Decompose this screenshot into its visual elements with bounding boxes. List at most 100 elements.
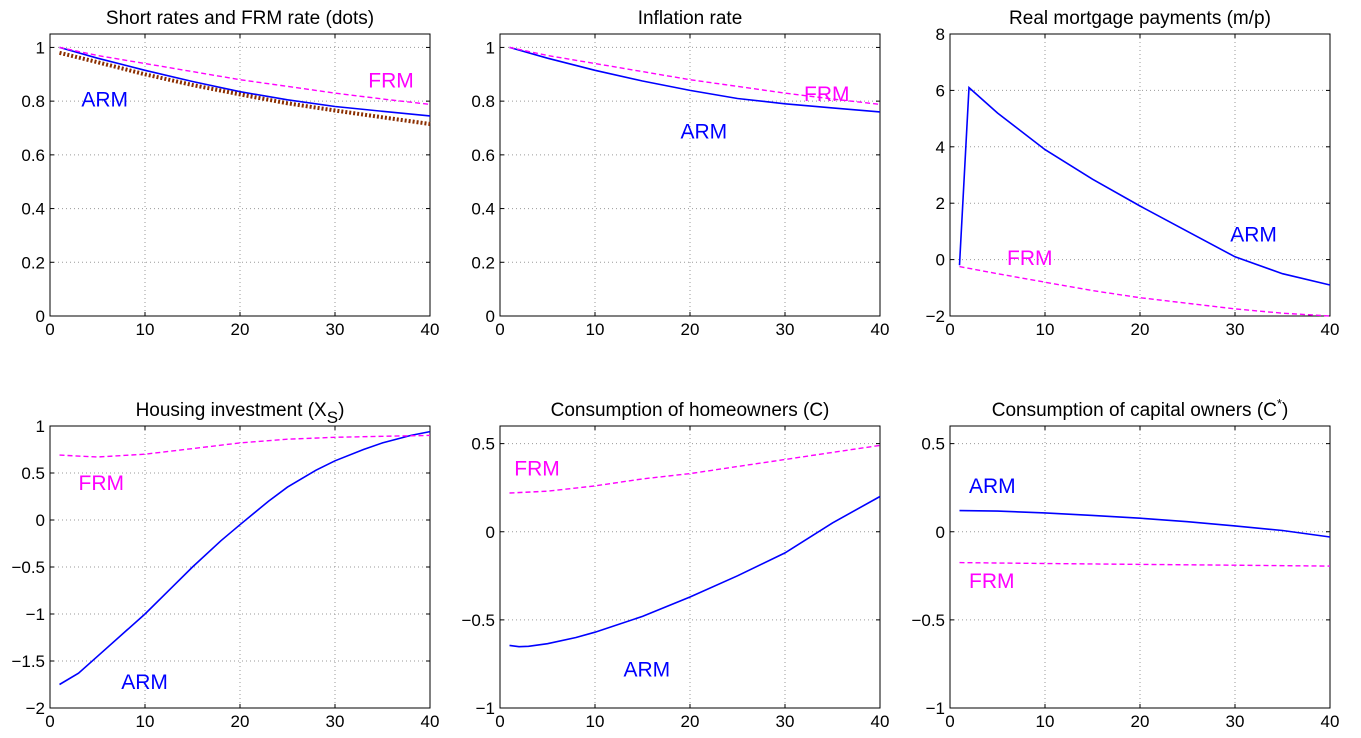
chart-title: Consumption of homeowners (C) <box>551 400 830 421</box>
series-line-arm <box>509 495 881 648</box>
x-tick-label: 10 <box>586 320 605 339</box>
y-tick-label: 0.5 <box>471 435 495 454</box>
x-tick-label: 30 <box>776 320 795 339</box>
x-tick-label: 30 <box>776 712 795 731</box>
series-line-frm <box>509 444 881 494</box>
series-annotation-arm: ARM <box>1230 223 1277 246</box>
chart-panel-4: 0 10 20 30 40 −2 −1.5 −1 −0.5 0 0.5 1 Housing invest… <box>11 400 439 731</box>
y-tick-label: −0.5 <box>911 611 945 630</box>
x-tick-label: 0 <box>945 712 954 731</box>
series-line-dots <box>59 50 431 126</box>
y-tick-label: −2 <box>26 699 45 718</box>
x-tick-label: 10 <box>1036 320 1055 339</box>
x-tick-label: 30 <box>1226 712 1245 731</box>
y-tick-label: 8 <box>936 25 945 44</box>
series-annotation-arm: ARM <box>121 671 168 694</box>
chart-panel-1: 0 10 20 30 40 0 0.2 0.4 0.6 0.8 1 Short rates and F… <box>21 8 439 339</box>
y-tick-label: −0.5 <box>11 558 45 577</box>
series-line-arm <box>958 85 1331 286</box>
y-tick-label: −1.5 <box>11 652 45 671</box>
y-tick-label: 0 <box>936 251 945 270</box>
series-annotation-arm: ARM <box>969 475 1016 498</box>
x-tick-label: 0 <box>945 320 954 339</box>
y-tick-label: −2 <box>926 307 945 326</box>
x-tick-label: 30 <box>326 712 345 731</box>
y-tick-label: −1 <box>26 605 45 624</box>
x-tick-label: 10 <box>136 320 155 339</box>
y-tick-label: 1 <box>36 38 45 57</box>
series-annotation-arm: ARM <box>624 658 671 681</box>
x-tick-label: 40 <box>871 712 890 731</box>
x-tick-label: 10 <box>1036 712 1055 731</box>
x-tick-label: 40 <box>421 712 440 731</box>
y-tick-label: 0.4 <box>21 200 45 219</box>
y-tick-label: 1 <box>36 417 45 436</box>
x-tick-label: 10 <box>136 712 155 731</box>
y-tick-label: 0.6 <box>471 146 495 165</box>
x-tick-label: 40 <box>871 320 890 339</box>
x-tick-label: 20 <box>1131 712 1150 731</box>
y-tick-label: 0.8 <box>21 92 45 111</box>
x-tick-label: 40 <box>1321 712 1340 731</box>
series-annotation-arm: ARM <box>81 89 128 112</box>
y-tick-label: 0 <box>486 307 495 326</box>
x-tick-label: 0 <box>45 712 54 731</box>
y-tick-label: 6 <box>936 81 945 100</box>
chart-title: Consumption of capital owners (C*) <box>992 396 1289 421</box>
x-tick-label: 0 <box>495 712 504 731</box>
series-line-arm <box>59 430 431 686</box>
series-annotation-frm: FRM <box>804 83 850 106</box>
series-line-frm <box>959 265 1331 317</box>
y-tick-label: 0 <box>36 307 45 326</box>
y-tick-label: 0.2 <box>471 253 495 272</box>
y-tick-label: −1 <box>926 699 945 718</box>
series-line-arm <box>59 46 431 117</box>
x-tick-label: 10 <box>586 712 605 731</box>
x-tick-label: 0 <box>495 320 504 339</box>
y-tick-label: 0.4 <box>471 200 495 219</box>
y-tick-label: 2 <box>936 194 945 213</box>
x-tick-label: 20 <box>1131 320 1150 339</box>
series-line-frm <box>959 561 1331 567</box>
chart-panel-5: 0 10 20 30 40 −1 −0.5 0 0.5 Consumption of homeow… <box>461 400 889 731</box>
series-annotation-frm: FRM <box>368 70 414 93</box>
chart-title: Real mortgage payments (m/p) <box>1009 8 1271 29</box>
series-annotation-frm: FRM <box>1007 247 1053 270</box>
axes-frame <box>949 33 1331 317</box>
x-tick-label: 20 <box>231 320 250 339</box>
x-tick-label: 20 <box>231 712 250 731</box>
x-tick-label: 30 <box>326 320 345 339</box>
series-line-frm <box>59 434 431 458</box>
x-tick-label: 30 <box>1226 320 1245 339</box>
series-annotation-frm: FRM <box>514 457 560 480</box>
chart-title: Short rates and FRM rate (dots) <box>106 8 374 29</box>
y-tick-label: 0.5 <box>921 435 945 454</box>
series-annotation-frm: FRM <box>79 472 125 495</box>
y-tick-label: 0 <box>36 511 45 530</box>
y-tick-label: 0.5 <box>21 464 45 483</box>
y-tick-label: −1 <box>476 699 495 718</box>
x-tick-label: 40 <box>1321 320 1340 339</box>
y-tick-label: 0 <box>936 523 945 542</box>
series-line-arm <box>959 509 1331 538</box>
series-annotation-frm: FRM <box>969 570 1015 593</box>
chart-panel-6: 0 10 20 30 40 −1 −0.5 0 0.5 Consumption of capita… <box>911 396 1339 731</box>
x-tick-label: 0 <box>45 320 54 339</box>
chart-title: Housing investment (XS) <box>136 400 345 427</box>
x-tick-label: 40 <box>421 320 440 339</box>
y-tick-label: 0 <box>486 523 495 542</box>
x-tick-label: 20 <box>681 712 700 731</box>
y-tick-label: 0.8 <box>471 92 495 111</box>
y-tick-label: 4 <box>936 138 945 157</box>
axes-frame <box>499 33 881 317</box>
y-tick-label: 0.6 <box>21 146 45 165</box>
y-tick-label: −0.5 <box>461 611 495 630</box>
series-annotation-arm: ARM <box>681 121 728 144</box>
x-tick-label: 20 <box>681 320 700 339</box>
y-tick-label: 1 <box>486 38 495 57</box>
chart-title: Inflation rate <box>638 8 743 29</box>
chart-panel-2: 0 10 20 30 40 0 0.2 0.4 0.6 0.8 1 Inflation rate FRM… <box>471 8 889 339</box>
y-tick-label: 0.2 <box>21 253 45 272</box>
